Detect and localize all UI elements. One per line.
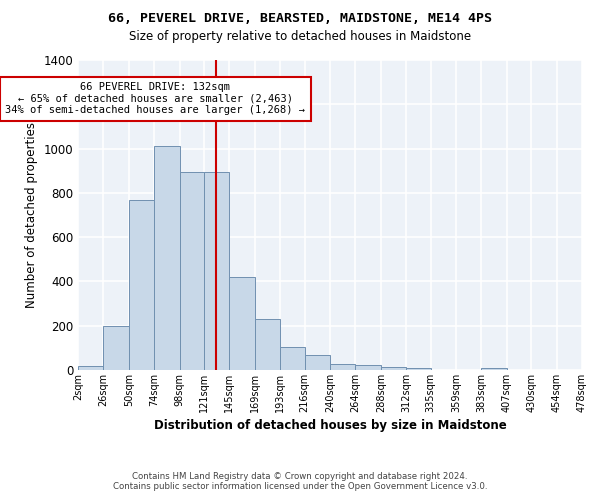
Bar bbox=[330, 364, 355, 370]
Bar bbox=[154, 146, 179, 370]
Bar bbox=[129, 200, 154, 370]
Bar bbox=[255, 319, 280, 370]
Bar bbox=[103, 326, 129, 370]
Text: 66 PEVEREL DRIVE: 132sqm
← 65% of detached houses are smaller (2,463)
34% of sem: 66 PEVEREL DRIVE: 132sqm ← 65% of detach… bbox=[5, 82, 305, 116]
Text: Size of property relative to detached houses in Maidstone: Size of property relative to detached ho… bbox=[129, 30, 471, 43]
Bar bbox=[305, 355, 330, 370]
Bar bbox=[179, 172, 204, 370]
Bar bbox=[229, 277, 255, 370]
Bar bbox=[481, 368, 507, 370]
X-axis label: Distribution of detached houses by size in Maidstone: Distribution of detached houses by size … bbox=[154, 419, 506, 432]
Text: 66, PEVEREL DRIVE, BEARSTED, MAIDSTONE, ME14 4PS: 66, PEVEREL DRIVE, BEARSTED, MAIDSTONE, … bbox=[108, 12, 492, 26]
Text: Contains HM Land Registry data © Crown copyright and database right 2024.
Contai: Contains HM Land Registry data © Crown c… bbox=[113, 472, 487, 491]
Bar bbox=[204, 172, 229, 370]
Bar bbox=[355, 365, 381, 370]
Bar bbox=[381, 366, 406, 370]
Bar bbox=[78, 366, 103, 370]
Y-axis label: Number of detached properties: Number of detached properties bbox=[25, 122, 38, 308]
Bar bbox=[280, 347, 305, 370]
Bar bbox=[406, 368, 431, 370]
